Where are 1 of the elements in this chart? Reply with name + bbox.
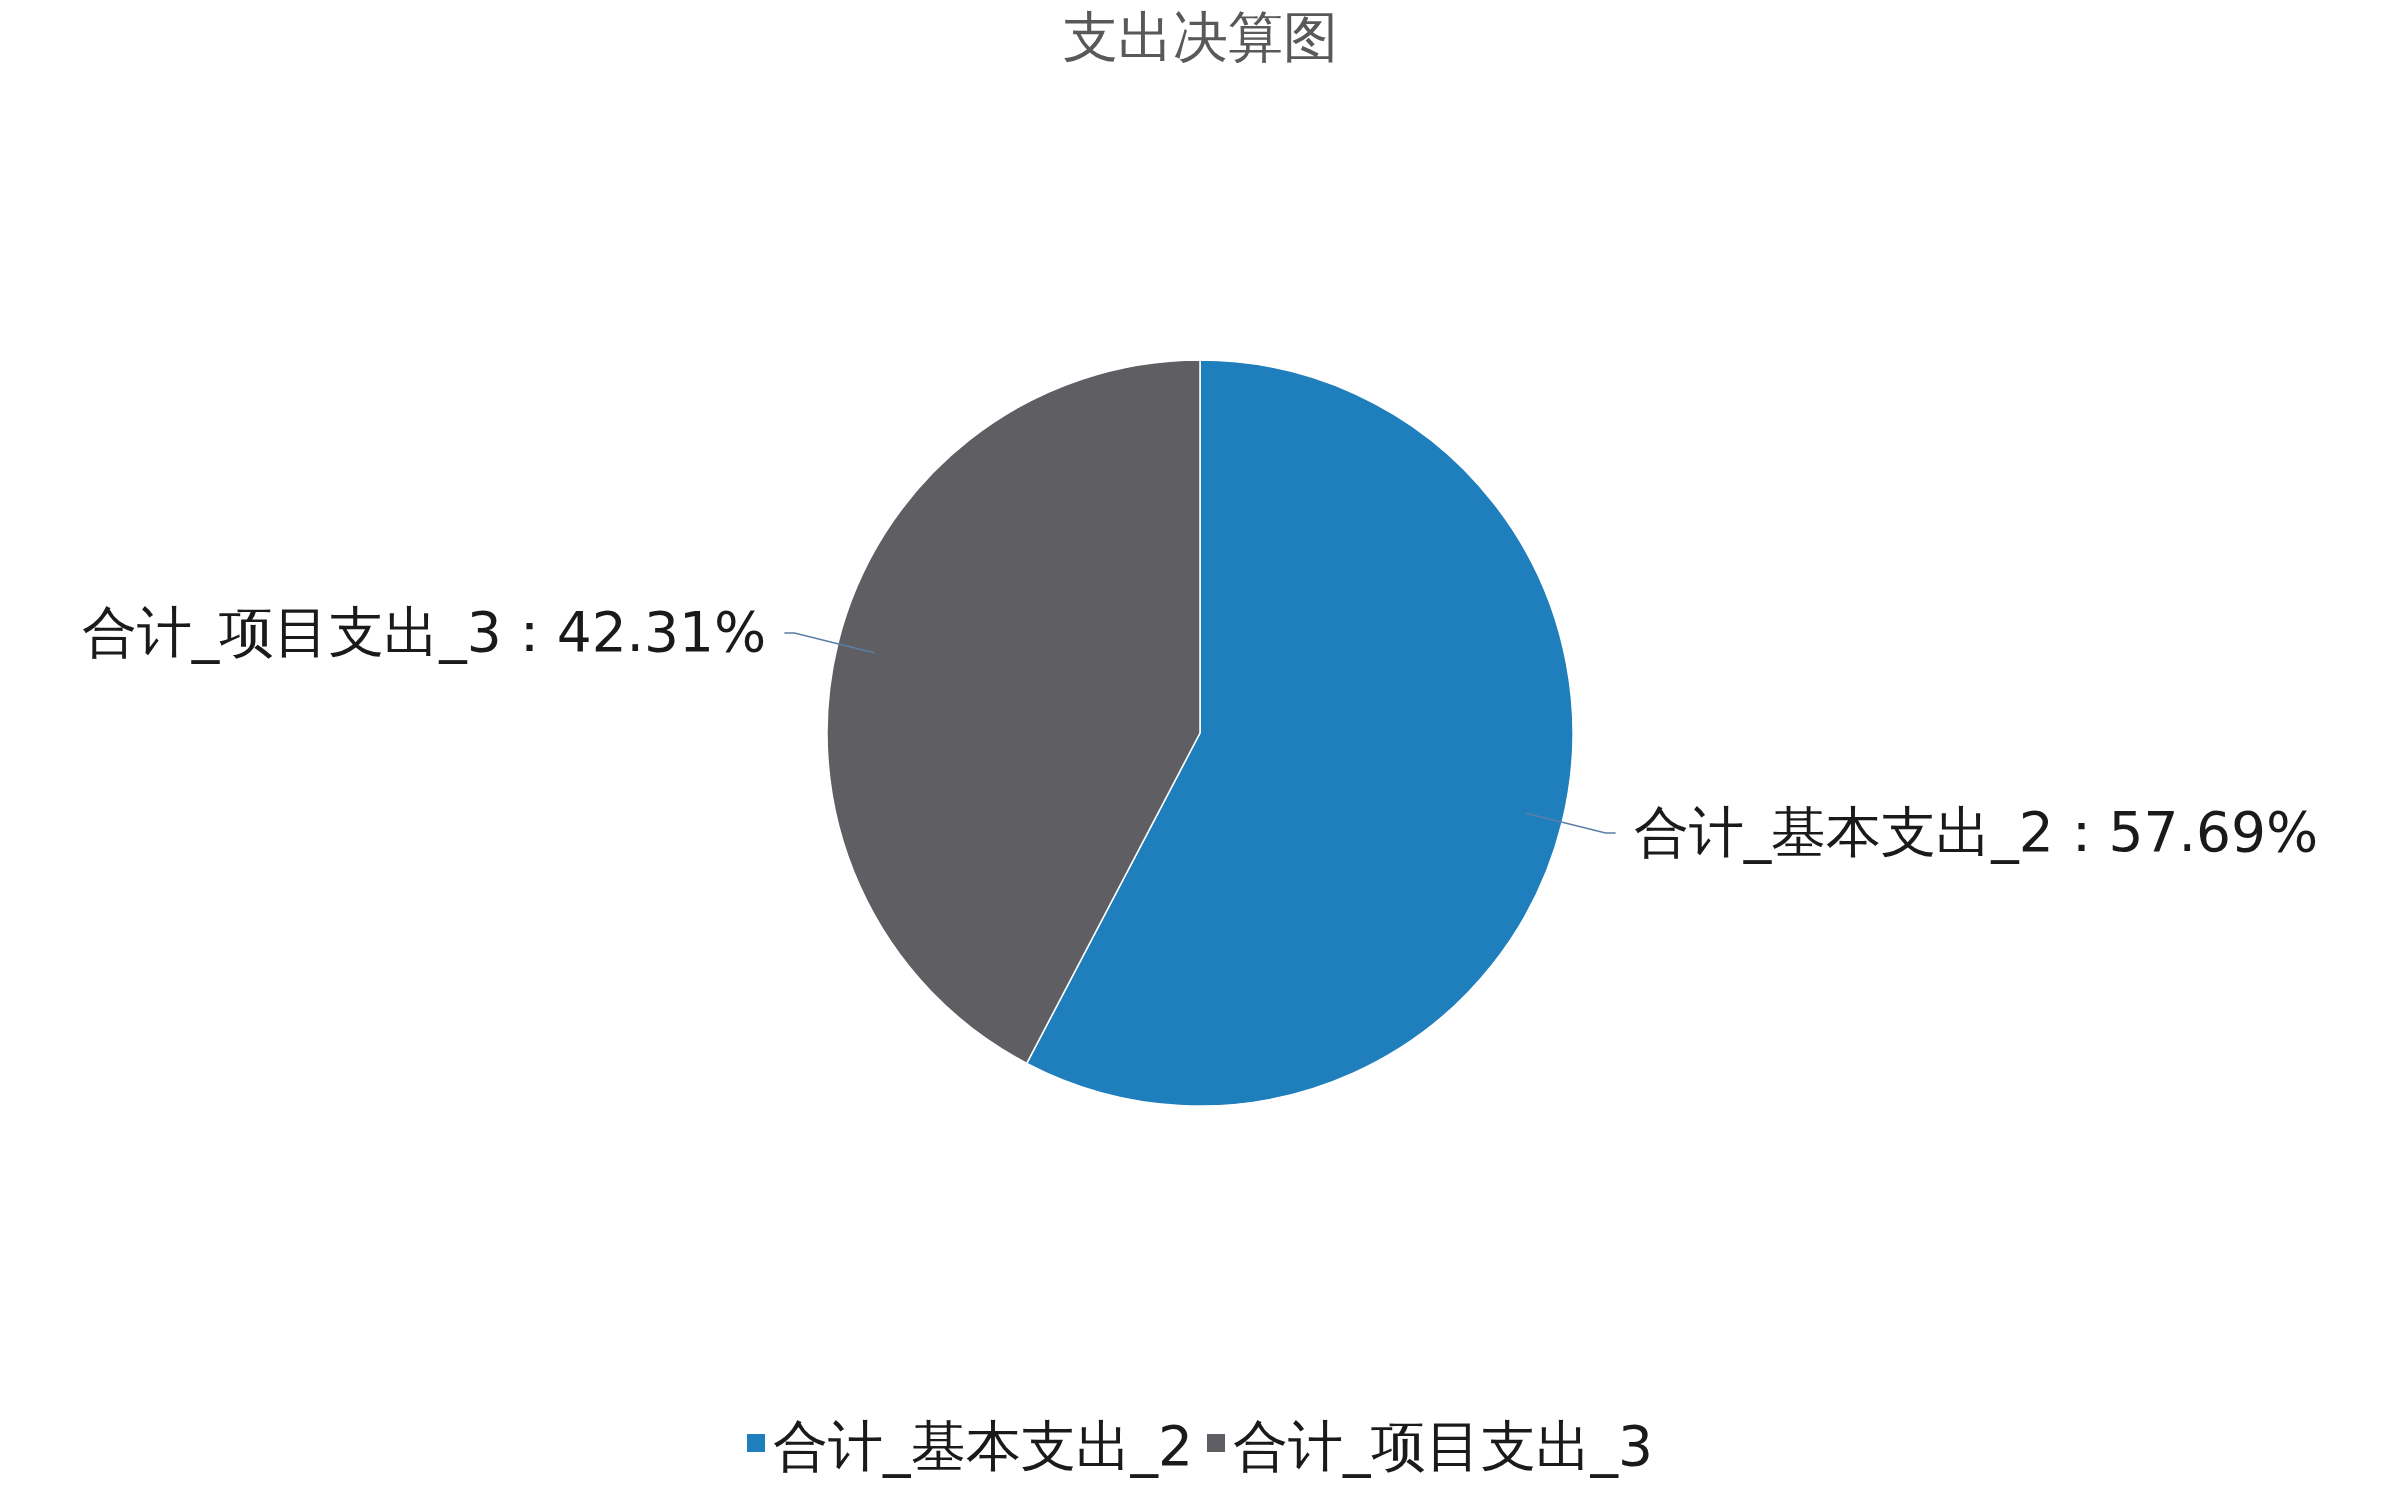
title: 支出决算图 [1062, 5, 1338, 69]
